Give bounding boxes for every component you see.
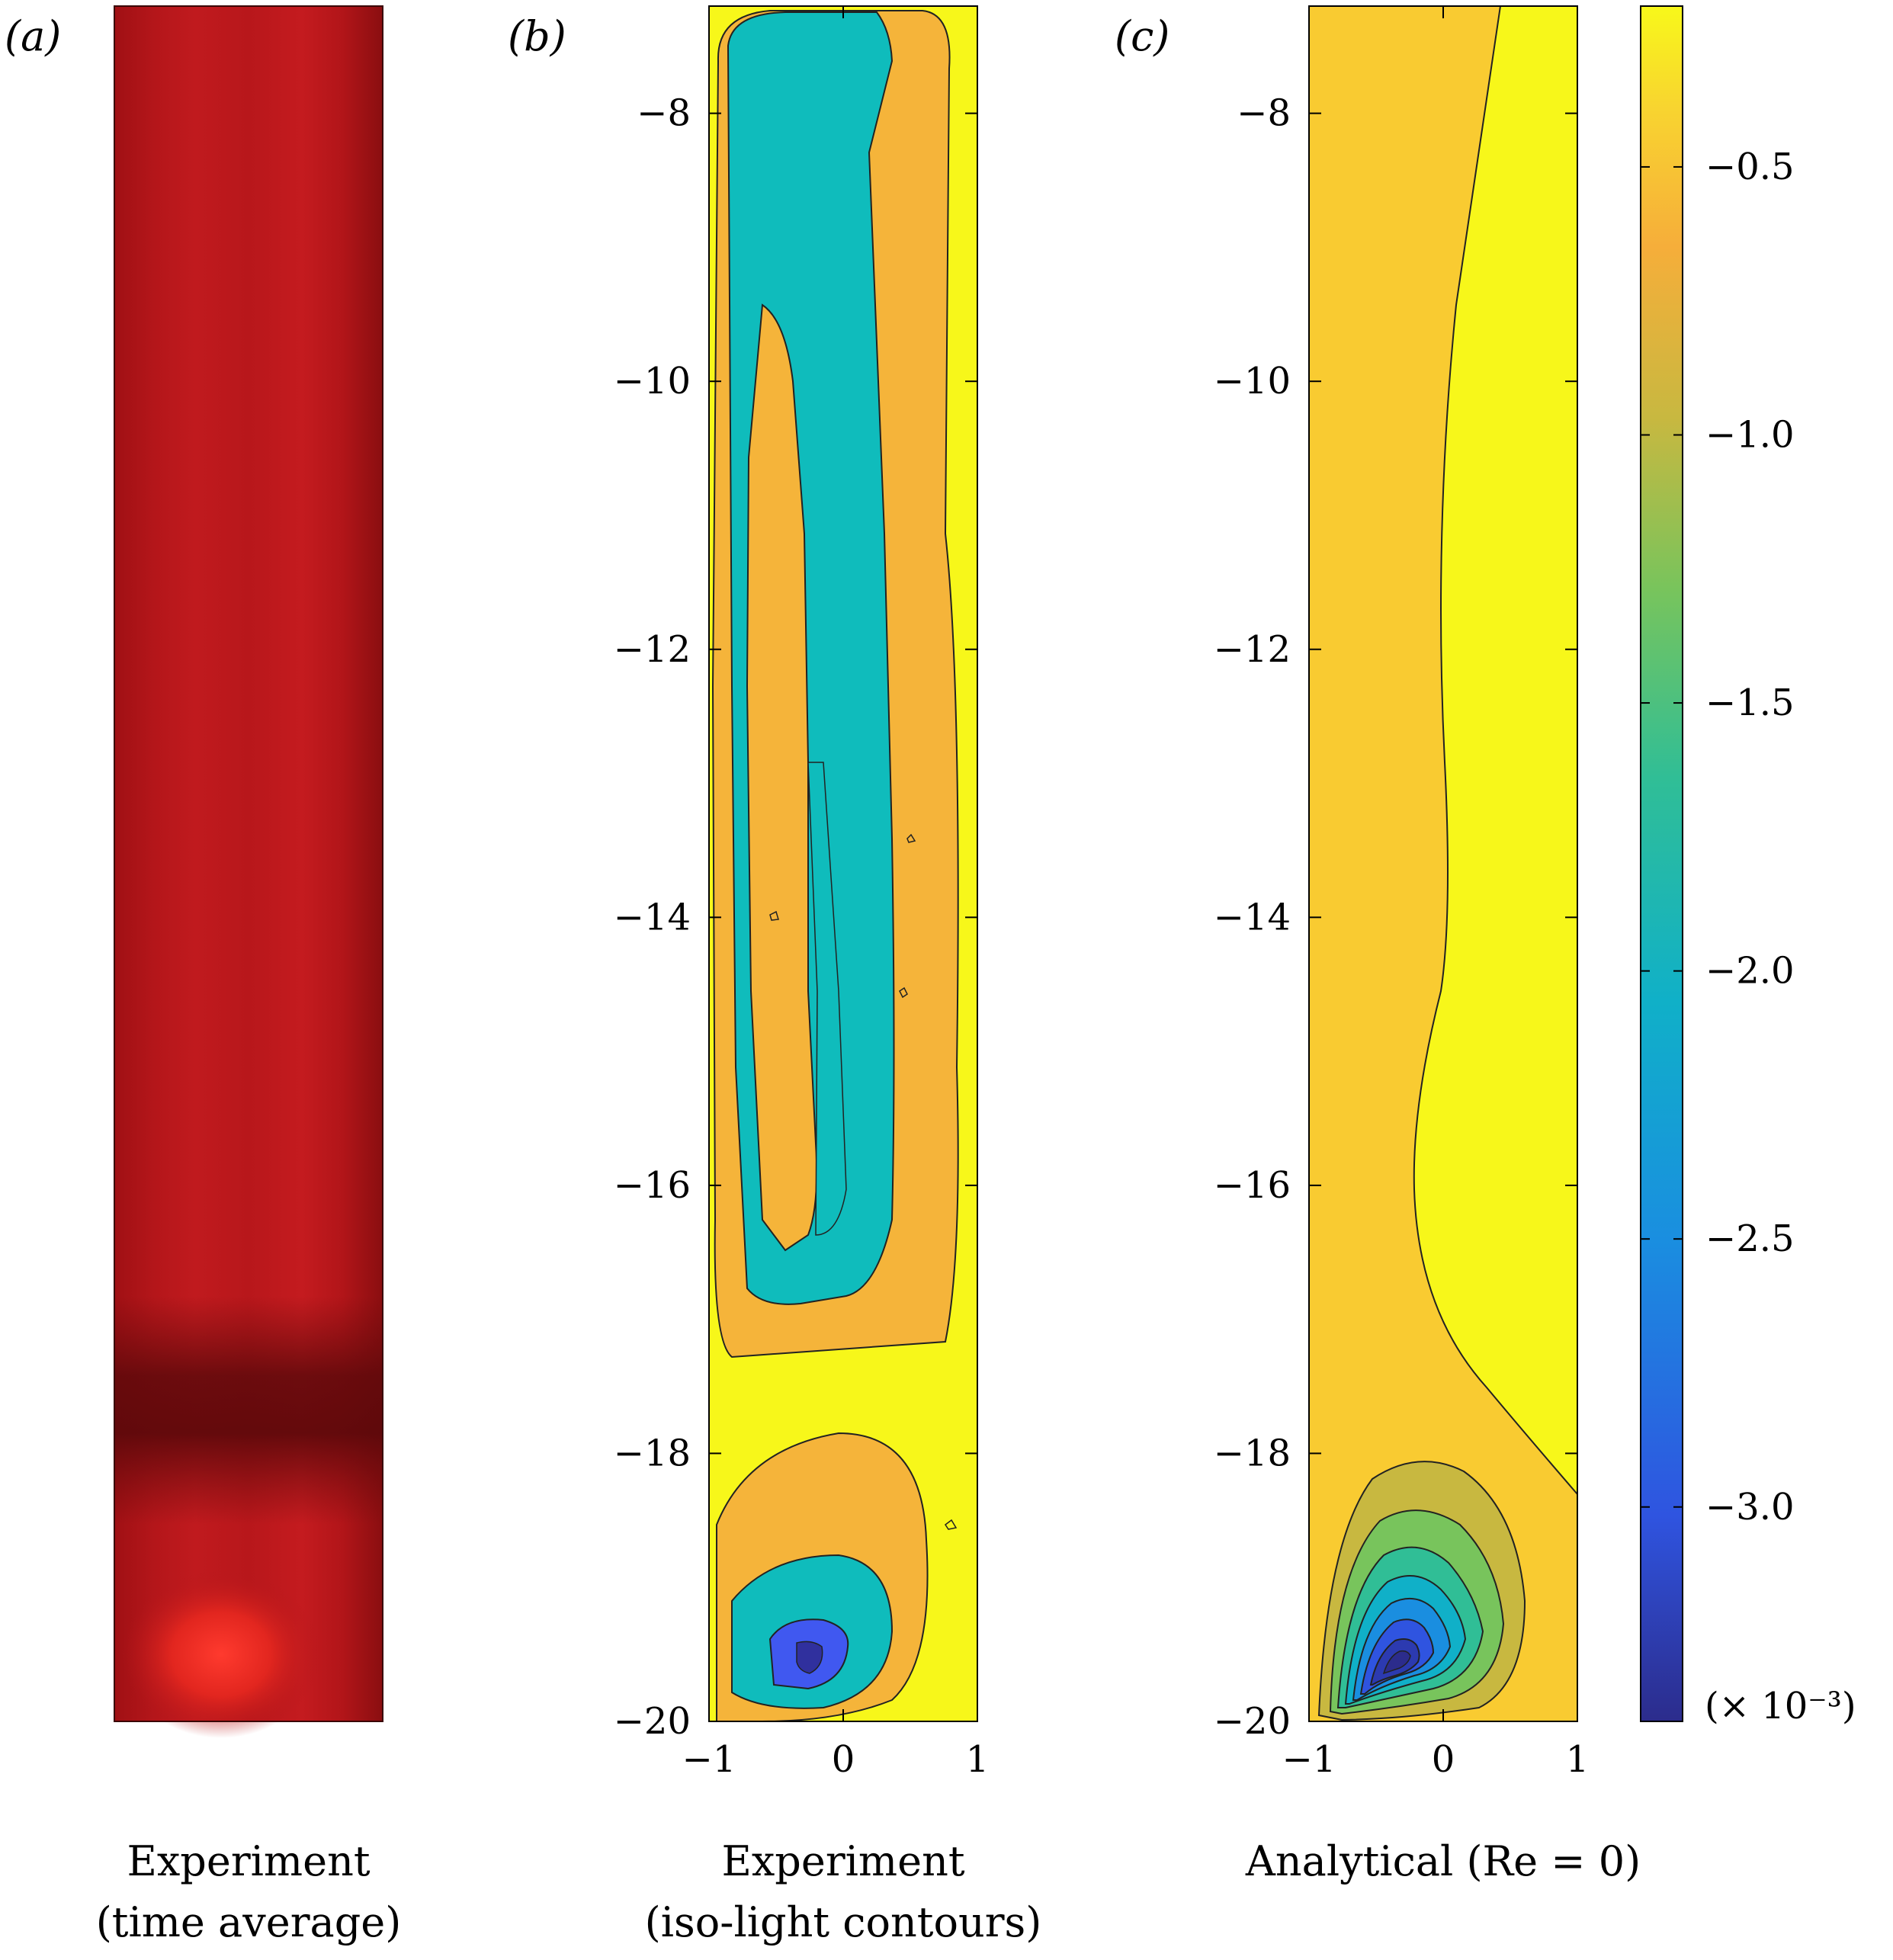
panel-b-ytick-label: −14 bbox=[614, 896, 691, 938]
panel-b-xtick-label: −1 bbox=[682, 1738, 736, 1781]
caption-a-line2: (time average) bbox=[96, 1898, 402, 1946]
panel-c-ytick-label: −18 bbox=[1214, 1432, 1291, 1474]
panel-b-ytick-label: −18 bbox=[614, 1432, 691, 1474]
panel-c-ytick-label: −16 bbox=[1214, 1164, 1291, 1207]
colorbar-tick-label: −0.5 bbox=[1705, 146, 1795, 188]
caption-b-line2: (iso-light contours) bbox=[645, 1898, 1042, 1946]
panel-label-b: (b) bbox=[508, 12, 566, 60]
panel-a-image bbox=[114, 5, 383, 1738]
panel-c-ytick-label: −14 bbox=[1214, 896, 1291, 938]
colorbar-multiplier: (× 10⁻³) bbox=[1705, 1685, 1856, 1727]
panel-b-contours bbox=[708, 5, 978, 1722]
colorbar-ticks: −0.5 −1.0 −1.5 −2.0 −2.5 −3.0 bbox=[1641, 146, 1795, 1529]
panel-b-ytick-label: −12 bbox=[614, 628, 691, 671]
caption-a-line1: Experiment bbox=[127, 1837, 370, 1885]
colorbar-tick-label: −1.5 bbox=[1705, 682, 1795, 724]
panel-c-xtick-label: 0 bbox=[1432, 1738, 1455, 1781]
panel-c-ytick-label: −12 bbox=[1214, 628, 1291, 671]
panel-c-xtick-label: −1 bbox=[1282, 1738, 1336, 1781]
panel-b-ytick-label: −10 bbox=[614, 360, 691, 403]
panel-c-ytick-label: −8 bbox=[1237, 92, 1291, 135]
panel-c-ytick-label: −20 bbox=[1214, 1700, 1291, 1743]
panel-b-xtick-label: 1 bbox=[966, 1738, 990, 1781]
panel-c-ytick-label: −10 bbox=[1214, 360, 1291, 403]
caption-c-line1: Analytical (Re = 0) bbox=[1245, 1837, 1641, 1885]
panel-c-axes: −8−10−12−14−16−18−20−1 0 1 bbox=[1214, 6, 1590, 1781]
colorbar-tick-label: −2.5 bbox=[1705, 1217, 1795, 1260]
colorbar-tick-label: −1.0 bbox=[1705, 414, 1795, 457]
panel-c-xtick-label: 1 bbox=[1566, 1738, 1590, 1781]
colorbar-tick-label: −2.0 bbox=[1705, 950, 1795, 993]
panel-b-ytick-label: −20 bbox=[614, 1700, 691, 1743]
colorbar-tick-label: −3.0 bbox=[1705, 1486, 1795, 1529]
panel-label-c: (c) bbox=[1115, 12, 1169, 60]
panel-b-ytick-label: −16 bbox=[614, 1164, 691, 1207]
caption-b-line1: Experiment bbox=[721, 1837, 964, 1885]
panel-b-axes: −8−10−12−14−16−18−20−1 0 1 bbox=[614, 6, 990, 1781]
panel-b-xtick-label: 0 bbox=[832, 1738, 855, 1781]
panel-c-contours bbox=[1308, 5, 1578, 1722]
colorbar bbox=[1640, 5, 1683, 1722]
panel-label-a: (a) bbox=[5, 12, 61, 60]
panel-b-ytick-label: −8 bbox=[637, 92, 691, 135]
